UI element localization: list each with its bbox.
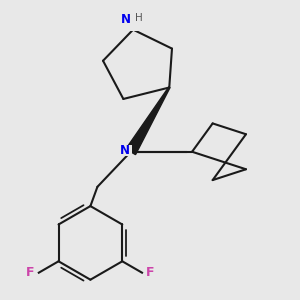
Text: F: F <box>146 266 155 279</box>
Bar <box>125 20 141 31</box>
Bar <box>117 145 132 156</box>
Text: F: F <box>26 266 34 279</box>
Text: N: N <box>121 13 131 26</box>
Polygon shape <box>126 87 170 154</box>
Text: H: H <box>135 13 142 23</box>
Text: N: N <box>119 144 129 157</box>
